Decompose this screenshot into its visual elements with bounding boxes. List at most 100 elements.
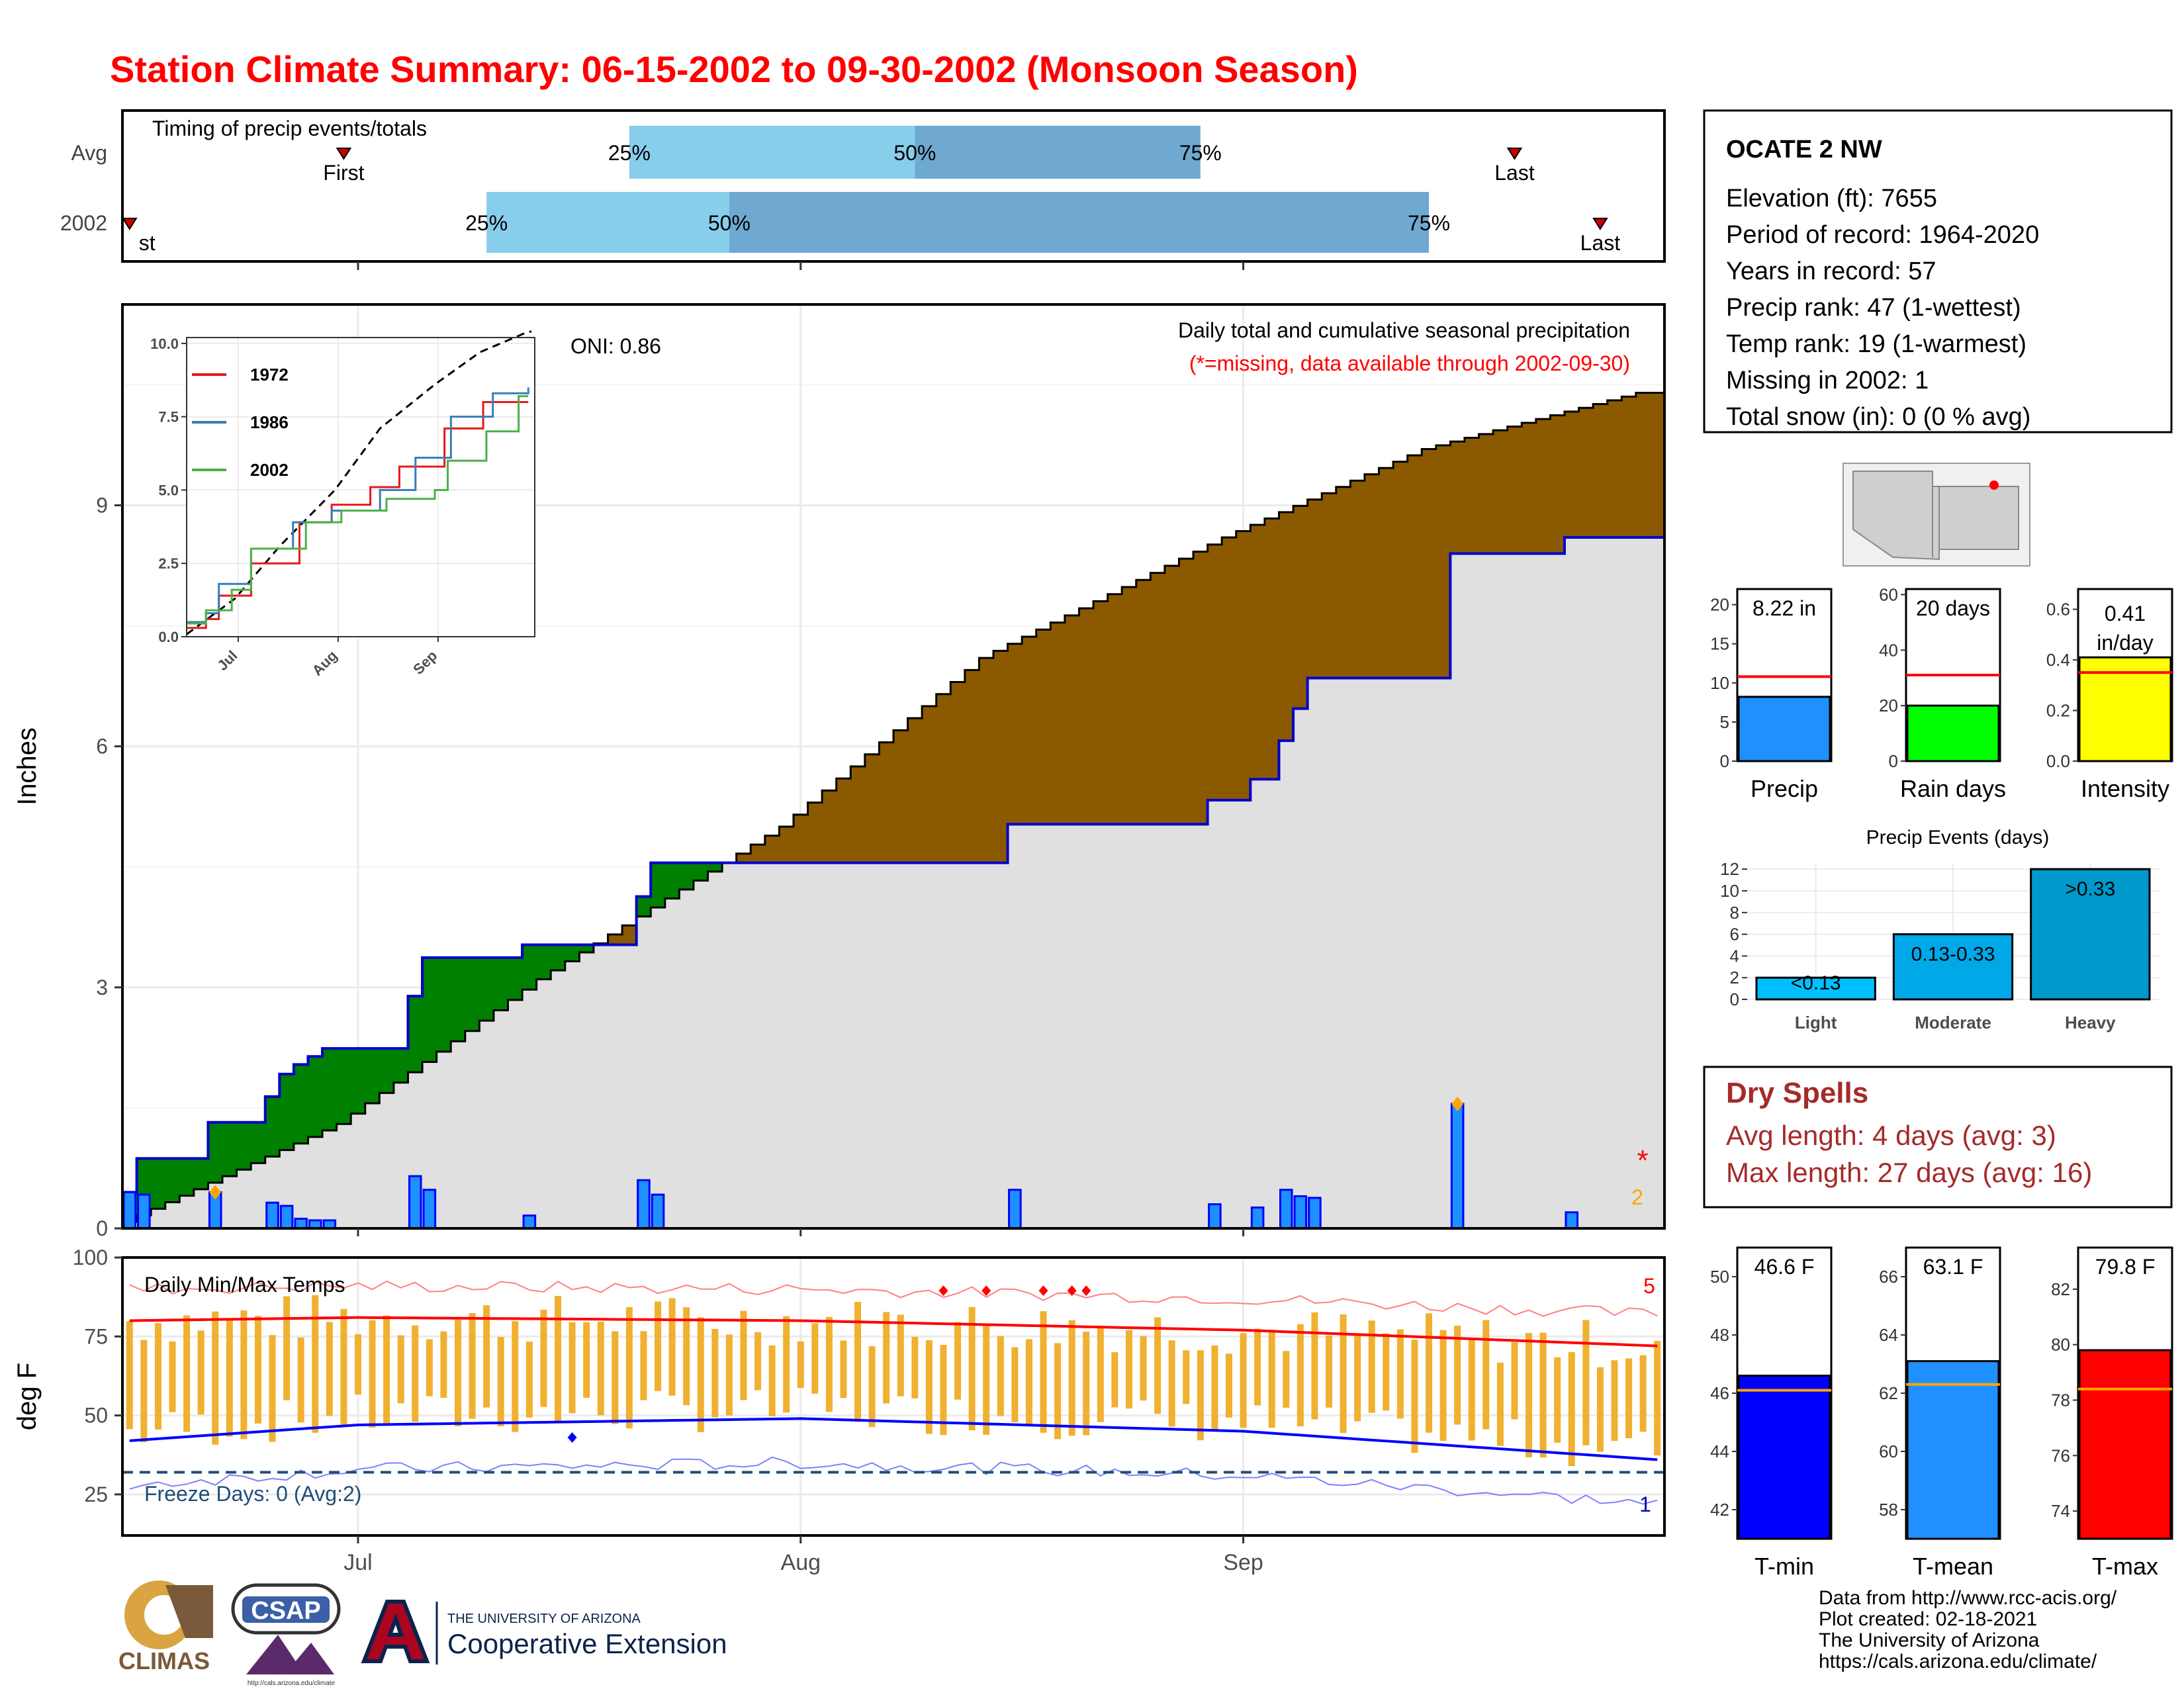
departure-step (1108, 594, 1122, 825)
normal-area-step (850, 863, 865, 1228)
first-event-label: st (139, 231, 156, 255)
departure-step (494, 958, 508, 1011)
record-high-count: 5 (1643, 1274, 1655, 1298)
daily-temp-range-bar (1440, 1330, 1447, 1441)
quartile-bar-50-75 (915, 126, 1200, 179)
normal-area-step (794, 863, 808, 1228)
departure-step (1493, 430, 1508, 553)
daily-temp-range-bar (683, 1307, 690, 1405)
temp-summary-value-label: 46.6 F (1754, 1255, 1815, 1279)
daily-temp-range-bar (1197, 1350, 1204, 1440)
departure-step (965, 670, 979, 862)
normal-area-step (522, 989, 537, 1228)
normal-area-step (394, 1083, 408, 1228)
pct50-label: 50% (708, 211, 751, 235)
daily-temp-range-bar (754, 1332, 761, 1391)
departure-step (1093, 601, 1108, 824)
temp-summary-y-tick-label: 78 (2051, 1390, 2070, 1410)
daily-temp-range-bar (1482, 1320, 1489, 1430)
normal-area-step (1022, 824, 1036, 1228)
temp-summary-value-label: 79.8 F (2095, 1255, 2156, 1279)
departure-step (936, 694, 951, 863)
daily-temp-range-bar (740, 1311, 747, 1400)
normal-area-step (1250, 779, 1265, 1228)
temp-summary-label: T-mean (1913, 1553, 1993, 1580)
daily-temp-range-bar (811, 1323, 818, 1394)
normal-area-step (865, 863, 880, 1228)
daily-temp-range-bar (1226, 1353, 1232, 1418)
normal-area-step (1536, 553, 1551, 1228)
departure-step (265, 1097, 280, 1157)
events-y-tick-label: 12 (1720, 859, 1739, 879)
daily-temp-range-bar (883, 1312, 889, 1403)
departure-step (479, 958, 494, 1021)
normal-area-step (1365, 678, 1379, 1228)
normal-area-step (965, 863, 979, 1228)
departure-step (337, 1048, 351, 1124)
summary-value-bar (1907, 706, 1999, 761)
temps-title: Daily Min/Max Temps (144, 1273, 345, 1297)
daily-temp-range-bar (1183, 1350, 1189, 1404)
events-category-label: Moderate (1915, 1013, 1991, 1032)
dry-spells-box: Dry Spells Avg length: 4 days (avg: 3) M… (1704, 1067, 2171, 1207)
summary-y-tick-label: 0.6 (2046, 600, 2070, 619)
quartile-bar-50-75 (729, 192, 1429, 253)
freeze-days-label: Freeze Days: 0 (Avg:2) (144, 1482, 361, 1506)
normal-area-step (222, 1176, 237, 1228)
departure-step (151, 1158, 165, 1209)
normal-area-step (1079, 824, 1093, 1228)
daily-temp-range-bar (598, 1322, 604, 1415)
departure-step (1365, 475, 1379, 678)
normal-area-step (1122, 824, 1136, 1228)
normal-area-step (1065, 824, 1079, 1228)
normal-area-step (437, 1052, 451, 1228)
daily-temp-range-bar (1397, 1330, 1404, 1419)
departure-step (1208, 545, 1222, 800)
normal-area-step (508, 1000, 523, 1228)
departure-step (1050, 623, 1065, 825)
daily-temp-range-bar (1354, 1335, 1361, 1422)
daily-temp-range-bar (140, 1340, 147, 1443)
daily-temp-range-bar (1582, 1320, 1589, 1445)
departure-step (1322, 493, 1336, 678)
normal-area-step (1179, 824, 1193, 1228)
main-y-tick-label: 3 (96, 976, 108, 999)
normal-area-step (194, 1189, 208, 1228)
pct50-label: 50% (893, 141, 936, 165)
daily-temp-range-bar (326, 1322, 333, 1416)
daily-precip-bar (295, 1218, 307, 1228)
dry-spells-max: Max length: 27 days (avg: 16) (1726, 1157, 2092, 1188)
daily-temp-range-bar (669, 1298, 676, 1395)
normal-area-step (379, 1093, 394, 1228)
daily-temp-range-bar (483, 1305, 490, 1407)
daily-temp-range-bar (1311, 1312, 1318, 1420)
daily-precip-bar (124, 1192, 136, 1228)
departure-step (850, 766, 865, 863)
csap-wordmark: CSAP (251, 1597, 321, 1625)
departure-step (1236, 531, 1251, 800)
normal-area-step (1150, 824, 1165, 1228)
daily-temp-range-bar (1169, 1340, 1175, 1426)
normal-area-step (1293, 709, 1308, 1228)
inset-y-tick-label: 0.0 (158, 629, 179, 645)
daily-temp-range-bar (726, 1334, 733, 1415)
normal-area-step (808, 863, 823, 1228)
temp-summary-y-tick-label: 64 (1879, 1325, 1898, 1345)
missing-marker: * (1637, 1144, 1648, 1177)
oni-value: ONI: 0.86 (570, 334, 661, 358)
departure-step (1379, 468, 1394, 678)
daily-temp-range-bar (369, 1320, 376, 1428)
credits: Data from http://www.rcc-acis.org/ Plot … (1819, 1587, 2117, 1672)
normal-area-step (165, 1203, 180, 1228)
ua-logo: THE UNIVERSITY OF ARIZONA Cooperative Ex… (364, 1602, 727, 1665)
departure-step (765, 836, 780, 863)
csap-mountains (246, 1635, 334, 1674)
csap-url: http://cals.arizona.edu/climate (248, 1680, 336, 1687)
temps-x-tick-label: Sep (1223, 1550, 1263, 1575)
inset-y-tick-label: 7.5 (158, 409, 179, 426)
departure-step (1250, 525, 1265, 779)
normal-area-step (751, 863, 765, 1228)
inset-legend-label: 1986 (250, 412, 289, 432)
daily-temp-range-bar (1497, 1363, 1504, 1446)
normal-area-step (1479, 553, 1494, 1228)
